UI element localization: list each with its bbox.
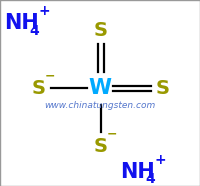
- Text: S: S: [32, 79, 46, 98]
- Text: 4: 4: [145, 172, 155, 186]
- Text: −: −: [107, 127, 117, 140]
- Text: www.chinatungsten.com: www.chinatungsten.com: [44, 101, 156, 110]
- Text: +: +: [155, 153, 167, 167]
- Text: −: −: [45, 70, 55, 83]
- Text: S: S: [156, 79, 170, 98]
- Text: S: S: [94, 21, 108, 40]
- Text: NH: NH: [120, 162, 155, 182]
- Text: S: S: [94, 137, 108, 155]
- Text: 4: 4: [29, 24, 39, 38]
- Text: +: +: [39, 4, 51, 18]
- Text: NH: NH: [4, 13, 39, 33]
- Text: W: W: [88, 78, 112, 98]
